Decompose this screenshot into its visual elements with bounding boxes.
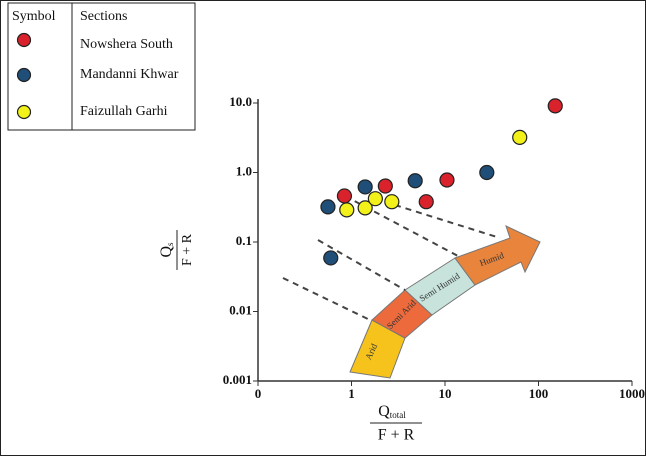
legend-label: Nowshera South (80, 37, 173, 52)
data-point (548, 99, 562, 113)
x-tick-label: 100 (529, 386, 549, 401)
y-tick-label: 0.01 (229, 302, 252, 317)
data-point (513, 130, 527, 144)
y-label-sub: s (165, 242, 175, 246)
legend-label: Mandanni Khwar (80, 67, 179, 82)
x-label-sub: total (390, 410, 406, 420)
data-point (385, 195, 399, 209)
data-point (408, 174, 422, 188)
y-label-main: Q (158, 246, 175, 258)
legend-label: Faizullah Garhi (80, 104, 168, 119)
data-point (419, 195, 433, 209)
data-point (368, 192, 382, 206)
data-point (321, 200, 335, 214)
chart: Symbol Sections Arid Semi Arid Semi Humi… (0, 0, 646, 456)
legend-marker (18, 34, 31, 47)
x-label-main: Q (378, 403, 390, 420)
y-tick-label: 10.0 (229, 94, 252, 109)
legend-header: Symbol (12, 9, 56, 24)
legend-header: Sections (80, 9, 127, 24)
data-point (358, 180, 372, 194)
x-tick-label: 10 (439, 386, 452, 401)
data-point (480, 166, 494, 180)
x-tick-label: 1000 (619, 386, 645, 401)
data-point (378, 179, 392, 193)
x-tick-label: 0 (255, 386, 262, 401)
data-point (340, 203, 354, 217)
legend-marker (18, 69, 31, 82)
x-tick-label: 1 (348, 386, 355, 401)
y-label-denominator: F + R (180, 233, 195, 266)
y-tick-label: 0.1 (236, 233, 252, 248)
legend-marker (18, 106, 31, 119)
x-label-denominator: F + R (378, 427, 415, 444)
y-tick-label: 1.0 (236, 163, 252, 178)
data-point (440, 173, 454, 187)
data-point (324, 251, 338, 265)
data-point (337, 189, 351, 203)
y-tick-label: 0.001 (223, 372, 252, 387)
